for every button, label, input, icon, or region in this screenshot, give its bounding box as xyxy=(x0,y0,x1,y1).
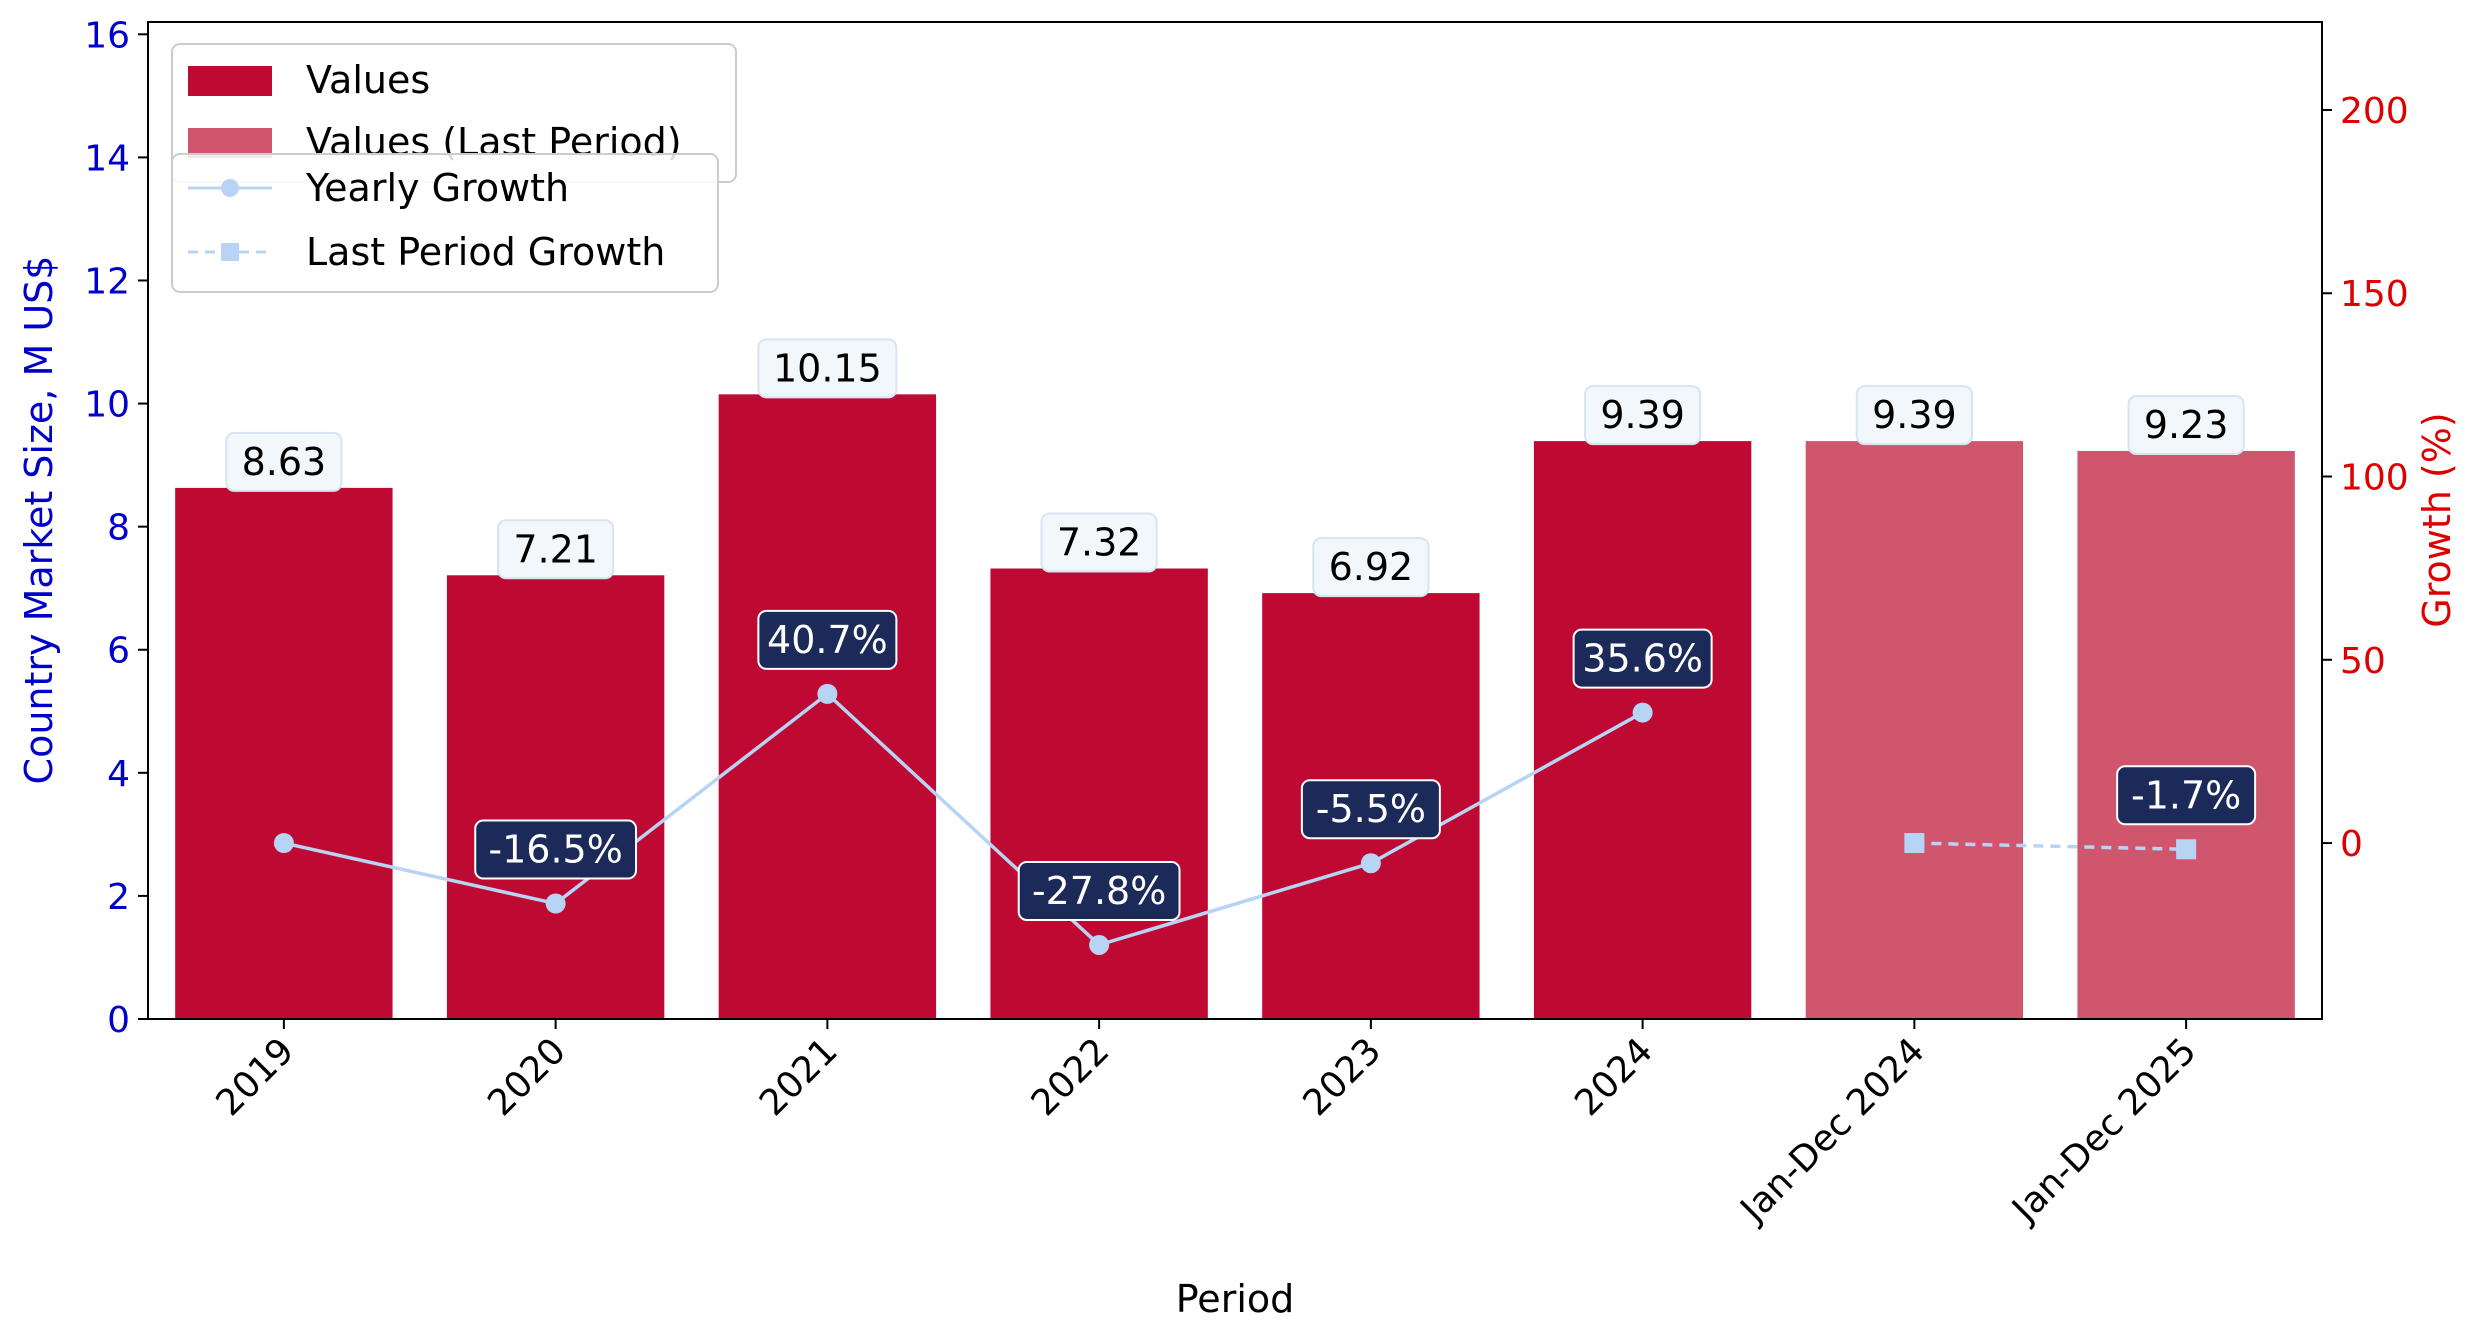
marker-yearly-growth-2019 xyxy=(273,833,294,854)
value-label-box xyxy=(1312,537,1430,598)
legend-swatch-values xyxy=(188,66,272,96)
growth-label-2021: 40.7% xyxy=(767,618,888,662)
value-label-2023: 6.92 xyxy=(1329,545,1414,589)
value-label-box xyxy=(225,431,343,492)
value-label-jan-dec-2024: 9.39 xyxy=(1872,393,1957,437)
plot-frame xyxy=(147,21,2323,1020)
x-tick-label-2023: 2023 xyxy=(1295,1030,1389,1124)
growth-label-box xyxy=(474,819,638,880)
x-tick-label-jan-dec-2024: Jan-Dec 2024 xyxy=(1732,1030,1933,1231)
legend-marker-yearly-growth xyxy=(221,179,239,197)
y-axis-title-right: Growth (%) xyxy=(2415,412,2459,627)
y-tick-label-left: 16 xyxy=(84,15,130,56)
marker-yearly-growth-2022 xyxy=(1089,934,1110,955)
value-label-2024: 9.39 xyxy=(1600,393,1685,437)
y-tick-label-right: 200 xyxy=(2340,91,2409,132)
value-label-box xyxy=(757,338,898,399)
y-tick-label-left: 14 xyxy=(84,138,130,179)
legend-label-values: Values xyxy=(306,58,430,102)
growth-label-2020: -16.5% xyxy=(488,828,622,872)
growth-label-box xyxy=(757,609,898,670)
marker-yearly-growth-2024 xyxy=(1632,702,1653,723)
marker-yearly-growth-2021 xyxy=(817,683,838,704)
y-tick-label-right: 150 xyxy=(2340,274,2409,315)
legend-marker-last-period-growth xyxy=(221,243,239,261)
growth-label-box xyxy=(1017,860,1181,921)
y-tick-label-right: 50 xyxy=(2340,641,2386,682)
growth-label-box xyxy=(1572,628,1713,689)
growth-label-box xyxy=(1300,779,1441,840)
x-tick-label-2021: 2021 xyxy=(752,1030,846,1124)
y-tick-label-left: 10 xyxy=(84,385,130,426)
x-tick-label-2020: 2020 xyxy=(480,1030,574,1124)
value-label-box xyxy=(1584,385,1702,446)
legend-frame-growth xyxy=(171,153,719,293)
y-tick-label-left: 8 xyxy=(107,508,130,549)
growth-label-jan-dec-2025: -1.7% xyxy=(2131,773,2241,817)
bar-values-2019 xyxy=(175,487,393,1020)
line-last-period-growth xyxy=(1914,841,2187,852)
value-label-2020: 7.21 xyxy=(513,527,598,571)
growth-label-box xyxy=(2116,765,2257,826)
value-label-2019: 8.63 xyxy=(242,440,327,484)
marker-last-period-growth-jan-dec-2025 xyxy=(2176,839,2197,860)
x-tick-label-2019: 2019 xyxy=(208,1030,302,1124)
legend-label-yearly-growth: Yearly Growth xyxy=(305,166,569,210)
value-label-box xyxy=(1040,512,1158,573)
bar-values-2024 xyxy=(1533,441,1752,1019)
value-label-box xyxy=(497,519,615,580)
bar-values-last-period-jan-dec-2024 xyxy=(1805,441,2024,1019)
y-tick-label-right: 100 xyxy=(2340,458,2409,499)
value-label-box xyxy=(1855,385,1973,446)
y-tick-label-left: 12 xyxy=(84,261,130,302)
bar-values-2021 xyxy=(718,394,937,1019)
x-tick-label-2022: 2022 xyxy=(1024,1030,1118,1124)
y-tick-label-right: 0 xyxy=(2340,824,2363,865)
value-label-jan-dec-2025: 9.23 xyxy=(2144,403,2229,447)
x-axis-title: Period xyxy=(1176,1277,1295,1321)
x-tick-label-jan-dec-2025: Jan-Dec 2025 xyxy=(2004,1030,2205,1231)
legend-growth: Yearly Growth Last Period Growth xyxy=(171,153,719,293)
marker-yearly-growth-2020 xyxy=(545,893,566,914)
y-tick-label-left: 6 xyxy=(107,631,130,672)
bar-values-last-period-jan-dec-2025 xyxy=(2077,450,2295,1019)
growth-label-2022: -27.8% xyxy=(1032,869,1166,913)
bar-values-2020 xyxy=(446,575,665,1019)
legend-label-last-period-growth: Last Period Growth xyxy=(306,230,665,274)
marker-last-period-growth-jan-dec-2024 xyxy=(1904,833,1925,854)
bars-layer xyxy=(175,394,2295,1020)
growth-label-2023: -5.5% xyxy=(1316,787,1426,831)
data-labels-layer: 8.63 7.21 10.15 7.32 6.92 9.39 9.39 9.23 -16.5% 4… xyxy=(225,338,2257,921)
y-axis-title-left: Country Market Size, M US$ xyxy=(17,256,61,785)
marker-yearly-growth-2023 xyxy=(1360,853,1381,874)
x-tick-label-2024: 2024 xyxy=(1567,1030,1661,1124)
growth-label-2024: 35.6% xyxy=(1582,637,1703,681)
y-tick-label-left: 0 xyxy=(107,1000,130,1041)
value-label-2022: 7.32 xyxy=(1057,521,1142,565)
y-tick-label-left: 4 xyxy=(107,754,130,795)
value-label-box xyxy=(2127,394,2245,455)
value-label-2021: 10.15 xyxy=(773,346,882,390)
y-tick-label-left: 2 xyxy=(107,877,130,918)
